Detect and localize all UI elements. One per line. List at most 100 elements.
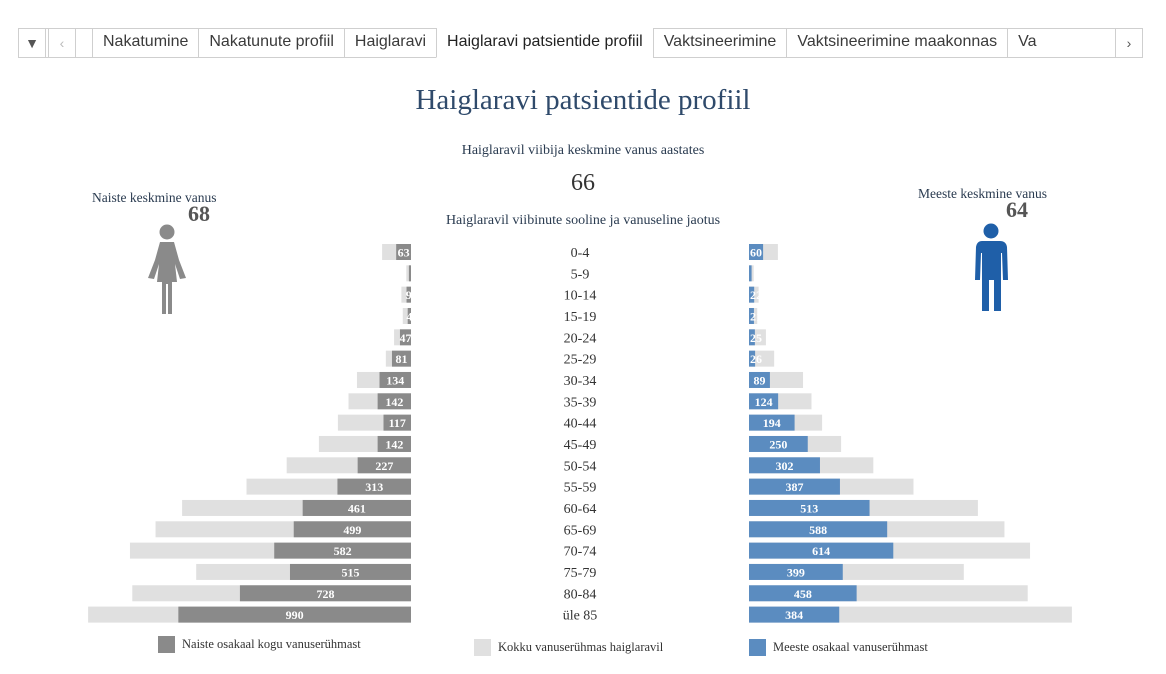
male-value-label: 22: [750, 288, 762, 302]
legend-male-label: Meeste osakaal vanuserühmast: [773, 640, 928, 654]
male-value-label: 250: [769, 437, 787, 451]
men-avg-value: 64: [1006, 197, 1028, 222]
female-bar: [408, 265, 411, 282]
male-value-label: 399: [787, 565, 805, 579]
age-group-label: 5-9: [571, 267, 590, 282]
legend-total-swatch: [474, 639, 491, 656]
male-bar: [749, 414, 795, 431]
tab-nakatunute-profiil[interactable]: Nakatunute profiil: [198, 28, 344, 58]
legend-female-label: Naiste osakaal kogu vanuserühmast: [182, 637, 361, 651]
female-bar: [289, 563, 411, 580]
tab-scroll-left[interactable]: ‹: [48, 28, 76, 58]
male-bar: [749, 585, 857, 602]
male-value-label: 1: [753, 267, 759, 281]
age-group-label: 55-59: [564, 481, 597, 496]
female-bar: [239, 585, 411, 602]
female-bar: [379, 371, 411, 388]
female-value-label: 142: [385, 437, 403, 451]
age-group-label: 25-29: [564, 353, 597, 368]
avg-age-label: Haiglaravil viibija keskmine vanus aasta…: [461, 143, 705, 158]
men-avg-label: Meeste keskmine vanus: [918, 186, 1047, 201]
tab-va[interactable]: Va: [1007, 28, 1046, 58]
total-bar-left: [401, 286, 411, 303]
male-value-label: 124: [755, 395, 773, 409]
male-bar: [749, 563, 843, 580]
age-group-label: 15-19: [564, 310, 597, 325]
age-group-label: 60-64: [564, 502, 597, 517]
legend-male-swatch: [749, 639, 766, 656]
legend-female: Naiste osakaal kogu vanuserühmast: [158, 636, 361, 653]
age-group-label: 65-69: [564, 523, 597, 538]
male-bar: [749, 265, 752, 282]
male-value-label: 387: [785, 480, 803, 494]
female-bar: [302, 499, 411, 516]
age-group-label: 70-74: [564, 545, 597, 560]
male-value-label: 25: [750, 331, 762, 345]
tab-haiglaravi[interactable]: Haiglaravi: [343, 28, 436, 58]
total-bar-left: [406, 265, 411, 282]
female-person-icon: [148, 224, 186, 314]
female-value-label: 47: [399, 331, 411, 345]
female-bar: [406, 286, 411, 303]
total-bar-left: [402, 307, 411, 324]
tab-haiglaravi-patsientide-profiil[interactable]: Haiglaravi patsientide profiil: [436, 28, 653, 58]
female-bar: [399, 329, 411, 346]
female-value-label: 728: [316, 587, 334, 601]
male-bar: [749, 286, 755, 303]
female-value-label: 227: [375, 459, 393, 473]
male-bar: [749, 542, 894, 559]
male-bar: [749, 307, 754, 324]
legend-male: Meeste osakaal vanuserühmast: [749, 639, 928, 656]
female-value-label: 142: [385, 395, 403, 409]
female-bar: [178, 606, 411, 623]
female-value-label: 499: [343, 523, 361, 537]
tab-nakatumine[interactable]: Nakatumine: [92, 28, 198, 58]
male-bar: [749, 329, 755, 346]
tab-list: Nakatumine Nakatunute profiil Haiglaravi Ha…: [92, 28, 1112, 58]
avg-age-value: 66: [571, 170, 595, 196]
tab-scroll-right[interactable]: ›: [1115, 28, 1143, 58]
male-value-label: 89: [753, 373, 765, 387]
female-value-label: 117: [389, 416, 406, 430]
male-value-label: 21: [750, 309, 762, 323]
male-bar: [749, 499, 870, 516]
male-bar: [749, 393, 779, 410]
legend-female-swatch: [158, 636, 175, 653]
age-group-label: 45-49: [564, 438, 597, 453]
male-value-label: 302: [775, 459, 793, 473]
female-bar: [337, 478, 411, 495]
male-value-label: 384: [785, 608, 803, 622]
page-title: Haiglaravi patsientide profiil: [415, 84, 751, 116]
female-bar: [293, 521, 411, 538]
male-bar: [749, 521, 888, 538]
female-bar: [396, 244, 411, 260]
male-value-label: 614: [812, 544, 830, 558]
female-value-label: 461: [348, 501, 366, 515]
male-value-label: 60: [750, 246, 762, 260]
male-value-label: 513: [800, 501, 818, 515]
tab-bar: ▼ ‹ Nakatumine Nakatunute profiil Haiglara…: [18, 28, 1143, 58]
age-group-label: 75-79: [564, 566, 597, 581]
tab-menu-dropdown[interactable]: ▼: [18, 28, 46, 58]
male-value-label: 26: [750, 352, 762, 366]
female-value-label: 81: [395, 352, 407, 366]
age-group-label: 20-24: [564, 331, 597, 346]
male-bar: [749, 371, 770, 388]
male-person-icon: [975, 223, 1008, 311]
chevron-left-icon: ‹: [59, 35, 65, 51]
female-value-label: 4: [406, 309, 412, 323]
chevron-right-icon: ›: [1126, 35, 1132, 51]
female-bar: [407, 307, 411, 324]
age-group-label: 30-34: [564, 374, 597, 389]
male-bar: [749, 606, 840, 623]
female-value-label: 515: [341, 565, 359, 579]
age-group-label: 80-84: [564, 587, 597, 602]
female-value-label: 134: [386, 373, 404, 387]
female-bar: [377, 393, 411, 410]
tab-vaktsineerimine[interactable]: Vaktsineerimine: [652, 28, 787, 58]
female-value-label: 9: [406, 288, 412, 302]
tab-vaktsineerimine-maakonnas[interactable]: Vaktsineerimine maakonnas: [786, 28, 1007, 58]
female-value-label: 63: [398, 246, 410, 260]
female-value-label: 582: [334, 544, 352, 558]
